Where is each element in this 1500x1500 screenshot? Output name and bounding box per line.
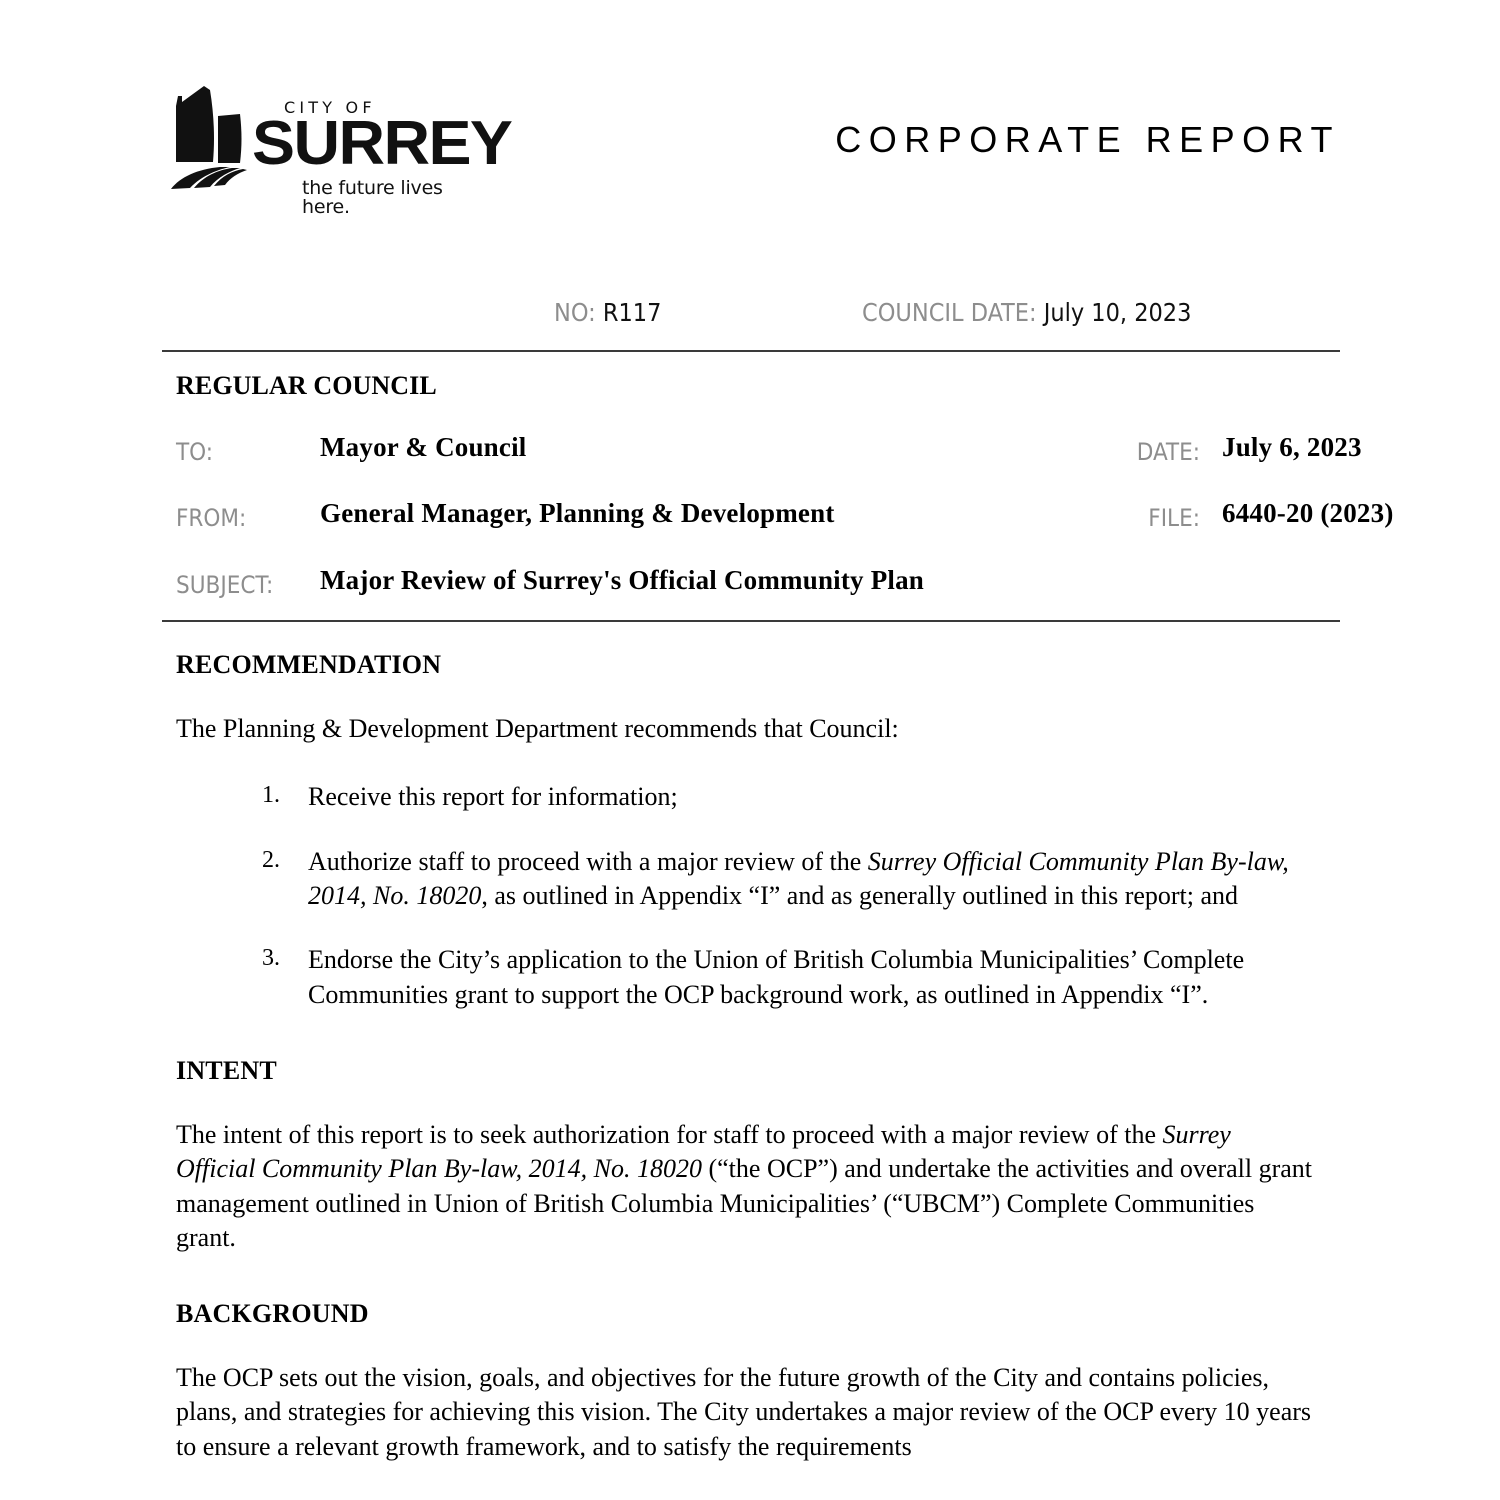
- list-item-text: Authorize staff to proceed with a major …: [308, 846, 1289, 910]
- section-heading-intent: INTENT: [176, 1055, 277, 1085]
- document-body: RECOMMENDATION The Planning & Developmen…: [176, 650, 1316, 1464]
- file-value: 6440-20 (2023): [1222, 498, 1394, 528]
- subject-label: SUBJECT:: [176, 571, 274, 599]
- header-divider-top: [162, 350, 1340, 352]
- report-meta-row: NO: R117 COUNCIL DATE: July 10, 2023: [162, 298, 1340, 340]
- to-value: Mayor & Council: [320, 432, 527, 462]
- file-label: FILE:: [1148, 504, 1200, 532]
- surrey-sail-logo-icon: [171, 86, 247, 189]
- addressing-row-to: TO: Mayor & Council DATE: July 6, 2023: [162, 432, 1361, 476]
- logo-wordmark-group: CITY OF SURREY the future lives here.: [252, 84, 513, 217]
- logo-city-of-text: CITY OF: [284, 98, 376, 117]
- section-heading-background: BACKGROUND: [176, 1299, 369, 1329]
- document-masthead: CITY OF SURREY the future lives here. CO…: [0, 0, 1500, 250]
- report-number: NO: R117: [554, 298, 661, 327]
- report-number-label: NO:: [554, 298, 596, 327]
- logo-tagline: the future lives here.: [302, 177, 443, 218]
- list-item-number: 3.: [262, 945, 280, 972]
- logo-surrey-wordmark: SURREY: [252, 109, 513, 178]
- from-value: General Manager, Planning & Development: [320, 498, 835, 528]
- date-value: July 6, 2023: [1222, 432, 1362, 462]
- date-label: DATE:: [1136, 438, 1200, 466]
- recommendation-intro: The Planning & Development Department re…: [176, 714, 899, 743]
- addressing-row-from: FROM: General Manager, Planning & Develo…: [162, 498, 1393, 542]
- list-item-number: 2.: [262, 846, 280, 873]
- list-item-text: Endorse the City’s application to the Un…: [308, 945, 1245, 1009]
- list-item: 2. Authorize staff to proceed with a maj…: [176, 845, 1316, 914]
- council-date-value: July 10, 2023: [1043, 298, 1192, 327]
- page-title: CORPORATE REPORT: [835, 119, 1340, 160]
- addressing-row-subject: SUBJECT: Major Review of Surrey's Offici…: [162, 565, 1340, 609]
- list-item-text: Receive this report for information;: [308, 782, 678, 812]
- list-item-number: 1.: [262, 782, 280, 809]
- regular-council-heading: REGULAR COUNCIL: [176, 371, 437, 400]
- intent-paragraph: The intent of this report is to seek aut…: [176, 1119, 1313, 1252]
- header-divider-bottom: [162, 620, 1340, 622]
- to-label: TO:: [176, 438, 214, 466]
- recommendation-list: 1. Receive this report for information; …: [176, 780, 1316, 1012]
- report-number-value: R117: [602, 298, 662, 327]
- list-item: 1. Receive this report for information;: [176, 780, 1316, 814]
- list-item: 3. Endorse the City’s application to the…: [176, 943, 1316, 1012]
- section-heading-recommendation: RECOMMENDATION: [176, 650, 442, 679]
- from-label: FROM:: [176, 504, 247, 532]
- council-date: COUNCIL DATE: July 10, 2023: [862, 298, 1191, 327]
- council-date-label: COUNCIL DATE:: [862, 298, 1037, 327]
- city-of-surrey-logo: CITY OF SURREY the future lives here.: [168, 84, 513, 217]
- addressing-block: REGULAR COUNCIL TO: Mayor & Council DATE…: [162, 368, 1393, 613]
- background-paragraph: The OCP sets out the vision, goals, and …: [176, 1363, 1312, 1461]
- subject-value: Major Review of Surrey's Official Commun…: [320, 565, 925, 595]
